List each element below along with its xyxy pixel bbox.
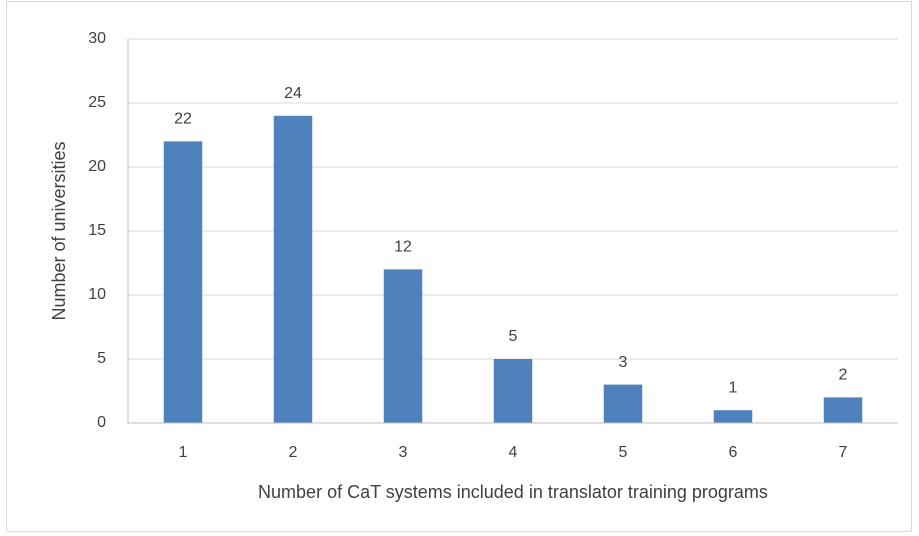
- bar: [713, 410, 753, 423]
- data-label: 5: [509, 328, 518, 345]
- x-axis-label: Number of CaT systems included in transl…: [258, 482, 768, 502]
- x-tick-label: 6: [729, 444, 738, 461]
- bar: [383, 269, 423, 423]
- x-tick-label: 4: [509, 444, 518, 461]
- x-tick-label: 5: [619, 444, 628, 461]
- data-label: 3: [619, 354, 628, 371]
- chart-border: [6, 1, 912, 532]
- y-axis-label: Number of universities: [49, 141, 69, 320]
- y-tick-label: 0: [97, 414, 106, 431]
- bar: [603, 384, 643, 423]
- y-tick-label: 10: [88, 286, 106, 303]
- y-tick-label: 30: [88, 30, 106, 47]
- x-tick-label: 1: [179, 444, 188, 461]
- data-label: 12: [394, 239, 412, 256]
- bar: [823, 397, 863, 423]
- bar: [493, 359, 533, 423]
- y-tick-label: 20: [88, 158, 106, 175]
- x-tick-label: 3: [399, 444, 408, 461]
- y-tick-label: 5: [97, 350, 106, 367]
- x-tick-label: 7: [839, 444, 848, 461]
- y-tick-label: 25: [88, 94, 106, 111]
- data-label: 24: [284, 85, 302, 102]
- x-tick-label: 2: [289, 444, 298, 461]
- data-label: 1: [729, 379, 738, 396]
- data-label: 22: [174, 111, 192, 128]
- bar: [273, 115, 313, 424]
- bar: [163, 141, 203, 423]
- data-label: 2: [839, 367, 848, 384]
- y-tick-label: 15: [88, 222, 106, 239]
